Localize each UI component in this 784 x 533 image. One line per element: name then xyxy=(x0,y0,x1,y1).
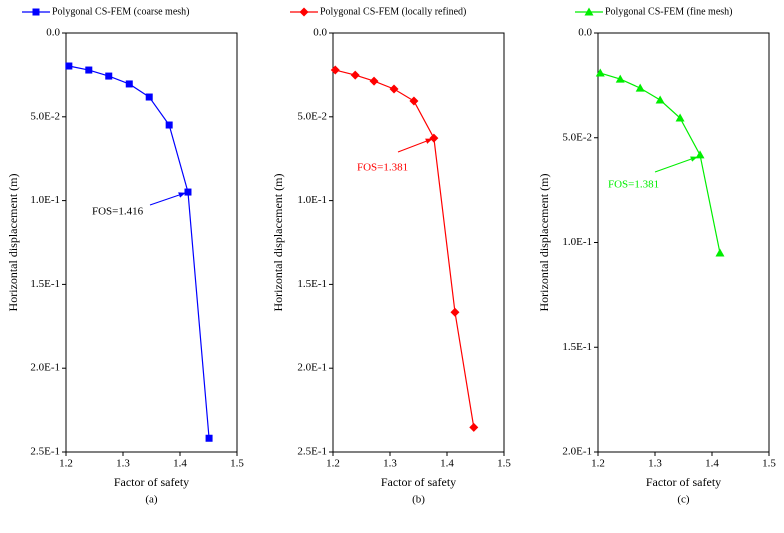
x-axis-label: Factor of safety xyxy=(381,475,456,489)
marker xyxy=(350,70,360,80)
y-tick-label: 0.0 xyxy=(46,27,60,39)
marker xyxy=(409,96,419,106)
marker xyxy=(184,188,192,196)
x-tick-label: 1.4 xyxy=(705,458,719,470)
legend-label: Polygonal CS-FEM (locally refined) xyxy=(320,6,466,17)
marker xyxy=(85,66,93,74)
x-tick-label: 1.4 xyxy=(440,458,454,470)
marker xyxy=(450,307,460,317)
y-tick-label: 5.0E-2 xyxy=(30,110,60,122)
x-tick-label: 1.3 xyxy=(116,458,130,470)
y-tick-label: 1.0E-1 xyxy=(562,236,592,248)
x-tick-label: 1.2 xyxy=(326,458,340,470)
marker xyxy=(635,83,645,92)
marker xyxy=(429,133,439,143)
x-tick-label: 1.3 xyxy=(383,458,397,470)
y-tick-label: 2.5E-1 xyxy=(297,446,327,458)
marker xyxy=(695,150,705,159)
marker xyxy=(615,74,625,83)
legend-label: Polygonal CS-FEM (fine mesh) xyxy=(605,6,733,17)
marker xyxy=(584,7,594,16)
legend-label: Polygonal CS-FEM (coarse mesh) xyxy=(52,6,190,17)
series-line xyxy=(68,65,210,439)
marker xyxy=(330,65,340,75)
marker xyxy=(205,434,213,442)
y-tick-label: 2.0E-1 xyxy=(562,446,592,458)
x-tick-label: 1.3 xyxy=(648,458,662,470)
y-tick-label: 1.0E-1 xyxy=(30,194,60,206)
y-tick-label: 2.5E-1 xyxy=(30,446,60,458)
y-axis-label: Horizontal displacement (m) xyxy=(271,174,285,312)
caption: (b) xyxy=(412,494,425,506)
annotation: FOS=1.381 xyxy=(357,162,408,174)
y-tick-label: 1.5E-1 xyxy=(30,278,60,290)
marker xyxy=(65,62,73,70)
x-axis-label: Factor of safety xyxy=(114,475,189,489)
marker xyxy=(469,422,479,432)
x-tick-label: 1.5 xyxy=(762,458,776,470)
y-tick-label: 5.0E-2 xyxy=(297,110,327,122)
series-line xyxy=(335,69,475,428)
annotation: FOS=1.381 xyxy=(608,179,659,191)
y-tick-label: 0.0 xyxy=(313,27,327,39)
x-tick-label: 1.5 xyxy=(230,458,244,470)
x-tick-label: 1.2 xyxy=(59,458,73,470)
annotation-arrow xyxy=(149,192,186,206)
caption: (c) xyxy=(677,494,690,506)
y-axis-label: Horizontal displacement (m) xyxy=(6,174,20,312)
marker xyxy=(369,76,379,86)
marker xyxy=(125,80,133,88)
annotation-arrow xyxy=(654,156,698,173)
marker xyxy=(675,113,685,122)
marker xyxy=(595,68,605,77)
marker xyxy=(655,95,665,104)
plot-frame xyxy=(597,32,770,453)
y-tick-label: 1.0E-1 xyxy=(297,194,327,206)
annotation: FOS=1.416 xyxy=(92,206,144,218)
marker xyxy=(32,8,40,16)
y-tick-label: 0.0 xyxy=(578,27,592,39)
marker xyxy=(165,121,173,129)
x-tick-label: 1.4 xyxy=(173,458,187,470)
y-axis-label: Horizontal displacement (m) xyxy=(537,174,551,312)
x-axis-label: Factor of safety xyxy=(646,475,721,489)
y-tick-label: 1.5E-1 xyxy=(562,341,592,353)
marker xyxy=(715,248,725,257)
marker xyxy=(105,72,113,80)
plot-frame xyxy=(65,32,238,453)
x-tick-label: 1.5 xyxy=(497,458,511,470)
marker xyxy=(389,84,399,94)
annotation-arrow xyxy=(397,138,433,153)
caption: (a) xyxy=(145,494,158,506)
x-tick-label: 1.2 xyxy=(591,458,605,470)
y-tick-label: 2.0E-1 xyxy=(297,362,327,374)
marker xyxy=(145,93,153,101)
y-tick-label: 2.0E-1 xyxy=(30,362,60,374)
plot-frame xyxy=(332,32,505,453)
y-tick-label: 5.0E-2 xyxy=(562,131,592,143)
marker xyxy=(299,7,309,17)
y-tick-label: 1.5E-1 xyxy=(297,278,327,290)
